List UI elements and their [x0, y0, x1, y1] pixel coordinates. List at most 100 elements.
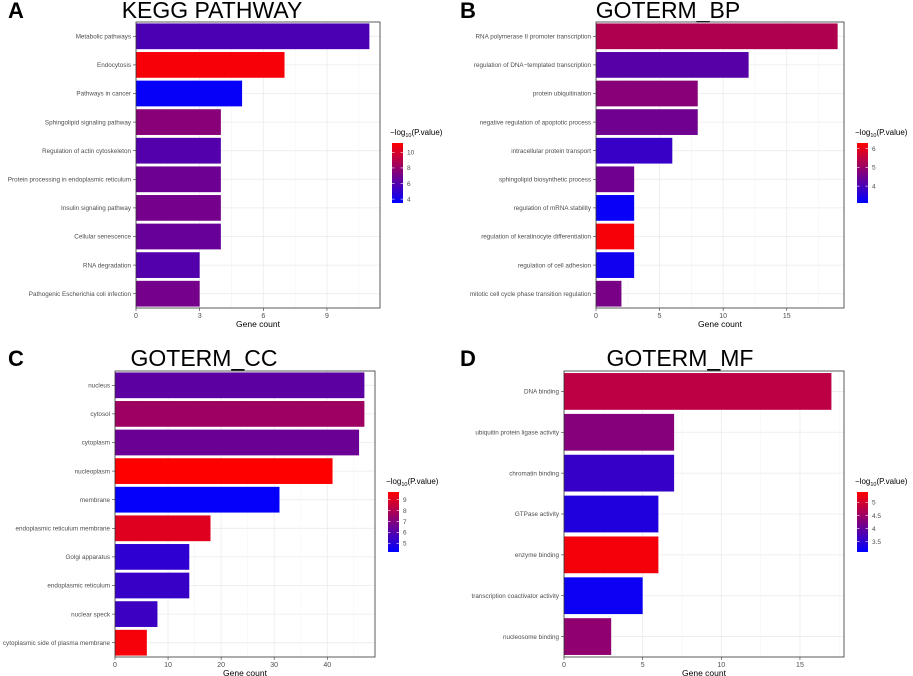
bar [115, 401, 364, 427]
color-legend: −log10(P.value) 5 6 7 8 9 [386, 477, 439, 552]
panel-c: C GOTERM_CCnucleuscytosolcytoplasmnucleop… [3, 345, 439, 676]
legend-tick-label: 4.5 [872, 513, 881, 520]
chart-title: GOTERM_MF [607, 345, 754, 371]
legend-tick-label: 6 [403, 530, 407, 537]
x-tick-label: 0 [134, 313, 138, 320]
bar [136, 195, 221, 221]
legend-tick-label: 9 [403, 497, 407, 504]
panel-label: C [8, 346, 24, 371]
category-label: sphingolipid biosynthetic process [499, 177, 591, 184]
x-tick-label: 40 [323, 662, 331, 669]
panel-b: B GOTERM_BPRNA polymerase II promoter tra… [460, 0, 908, 329]
bar [136, 109, 221, 135]
legend-tick-label: 3.5 [872, 539, 881, 546]
panel-d: D GOTERM_MF DNA binding ubiquitin protein l… [460, 345, 908, 676]
bar [596, 281, 621, 307]
legend-tick-label: 5 [403, 541, 407, 548]
bar [596, 252, 634, 278]
panel-a: A KEGG PATHWAY Metabolic pathways Endocytos… [8, 0, 443, 329]
bar [115, 601, 157, 627]
legend-title: −log10(P.value) [855, 477, 908, 488]
legend-title: −log10(P.value) [386, 477, 439, 488]
panel-label: B [460, 0, 476, 23]
category-label: RNA degradation [83, 262, 131, 269]
bar [115, 372, 364, 398]
category-label: Pathogenic Escherichia coli infection [29, 291, 132, 298]
bar [136, 52, 285, 78]
x-tick-label: 0 [594, 313, 598, 320]
x-tick-label: 0 [562, 662, 566, 669]
bar [596, 52, 749, 78]
legend-tick-label: 8 [407, 165, 411, 172]
category-label: Endocytosis [97, 62, 131, 69]
bar [596, 81, 698, 107]
legend-tick-label: 4 [872, 183, 876, 190]
legend-tick-label: 5 [872, 500, 876, 507]
legend-tick-label: 4 [407, 196, 411, 203]
color-legend: −log10(P.value) 4 6 8 10 [390, 128, 443, 203]
category-label: transcription coactivator activity [472, 593, 560, 600]
category-label: nuclear speck [71, 611, 111, 618]
figure: A KEGG PATHWAYMetabolic pathwaysEndocytos… [0, 0, 913, 676]
x-tick-label: 30 [270, 662, 278, 669]
category-label: regulation of keratinocyte differentiati… [481, 234, 591, 241]
x-tick-label: 10 [164, 662, 172, 669]
bar [136, 81, 242, 107]
bar [564, 577, 643, 614]
bar [136, 138, 221, 164]
category-label: regulation of cell adhesion [518, 262, 592, 269]
category-label: Sphingolipid signaling pathway [45, 119, 132, 126]
bar [596, 224, 634, 250]
bar [596, 23, 838, 49]
category-label: Cellular senescence [74, 234, 131, 241]
bar [564, 414, 674, 451]
category-label: nucleoplasm [75, 468, 110, 475]
x-tick-label: 3 [198, 313, 202, 320]
bar [564, 455, 674, 492]
bar [596, 109, 698, 135]
bar [115, 630, 147, 656]
category-label: DNA binding [524, 389, 560, 396]
legend-colorbar [857, 143, 868, 203]
bar [564, 536, 658, 573]
category-label: RNA polymerase II promoter transcription [476, 34, 592, 41]
bar [596, 138, 672, 164]
legend-tick-label: 6 [407, 181, 411, 188]
panel-label: A [8, 0, 24, 23]
category-label: Golgi apparatus [66, 554, 110, 561]
category-label: Protein processing in endoplasmic reticu… [8, 177, 131, 184]
category-label: GTPase activity [515, 511, 560, 518]
category-label: ubiquitin protein ligase activity [475, 429, 560, 436]
x-tick-label: 0 [113, 662, 117, 669]
color-legend: −log10(P.value) 3.5 4 4.5 5 [855, 477, 908, 552]
bar [115, 515, 211, 541]
bar [115, 573, 189, 599]
bar [136, 281, 200, 307]
legend-tick-label: 5 [872, 165, 876, 172]
category-label: nucleosome binding [503, 634, 560, 641]
category-label: endoplasmic reticulum [47, 583, 110, 590]
legend-title: −log10(P.value) [855, 128, 908, 139]
x-axis-title: Gene count [236, 319, 281, 329]
legend-tick-label: 4 [872, 526, 876, 533]
chart-title: GOTERM_CC [131, 345, 278, 371]
color-legend: −log10(P.value) 4 5 6 [855, 128, 908, 203]
bar [115, 430, 359, 456]
category-label: enzyme binding [515, 552, 560, 559]
x-axis-title: Gene count [682, 668, 727, 676]
legend-tick-label: 8 [403, 508, 407, 515]
bar [564, 496, 658, 533]
category-label: cytosol [90, 411, 110, 418]
bar [136, 252, 200, 278]
bar [136, 166, 221, 192]
bar [115, 458, 333, 484]
legend-colorbar [392, 143, 403, 203]
legend-tick-label: 7 [403, 519, 407, 526]
category-label: Pathways in cancer [76, 91, 131, 98]
category-label: membrane [80, 497, 111, 504]
x-tick-label: 5 [658, 313, 662, 320]
bar [564, 373, 831, 410]
x-tick-label: 5 [641, 662, 645, 669]
legend-title: −log10(P.value) [390, 128, 443, 139]
x-tick-label: 15 [783, 313, 791, 320]
